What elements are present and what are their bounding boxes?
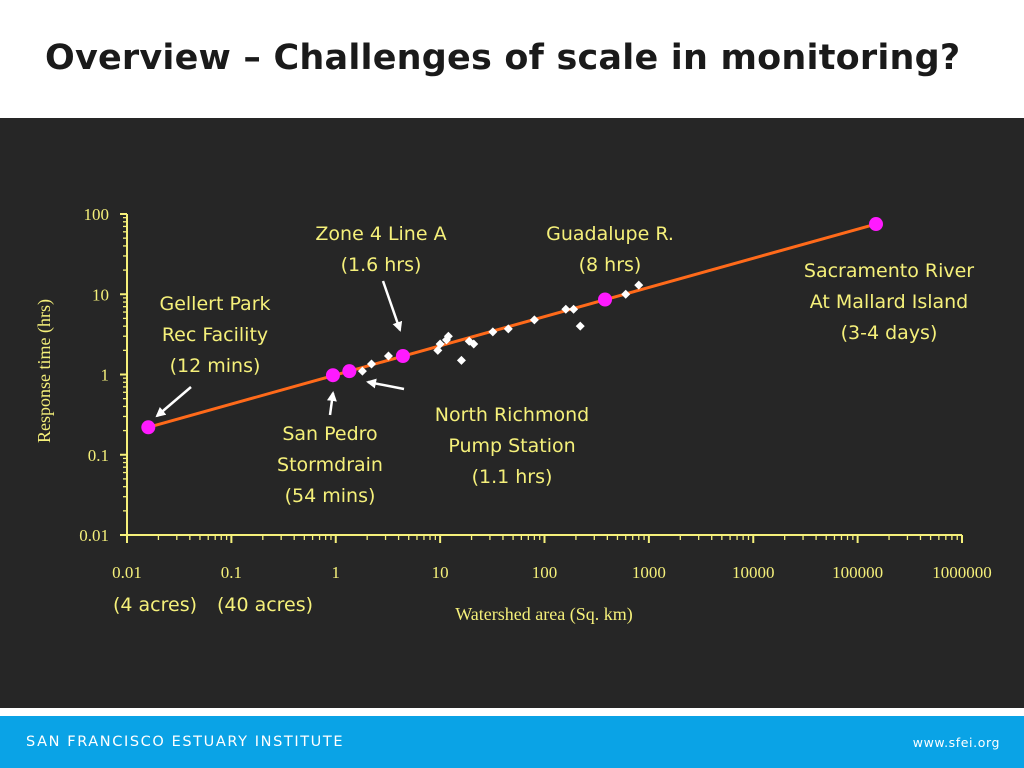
data-point-diamond xyxy=(561,304,571,314)
annotation-guadalupe-river-line: (8 hrs) xyxy=(579,254,642,276)
x-tick-label: 10 xyxy=(432,563,449,582)
data-point-diamond xyxy=(443,331,453,341)
data-point-diamond xyxy=(488,327,498,337)
data-point-circle xyxy=(342,364,357,379)
y-tick-label: 0.1 xyxy=(88,446,109,465)
y-tick-label: 10 xyxy=(92,285,109,304)
data-point-diamond xyxy=(456,355,466,365)
arrow-gellert-park xyxy=(155,386,192,418)
annotation-north-richmond-line: North Richmond xyxy=(435,404,589,426)
x-tick-label: 0.01 xyxy=(112,563,142,582)
data-point-diamond xyxy=(569,304,579,314)
annotation-gellert-park-line: Gellert Park xyxy=(159,293,270,315)
data-point-diamond xyxy=(357,366,367,376)
annotation-san-pedro-stormdrain-line: (54 mins) xyxy=(285,485,376,507)
y-axis-title: Response time (hrs) xyxy=(34,299,55,443)
x-axis-title: Watershed area (Sq. km) xyxy=(455,604,632,625)
arrow-san-pedro xyxy=(326,391,337,416)
annotation-gellert-park-line: (12 mins) xyxy=(170,355,261,377)
chart-panel xyxy=(0,118,1024,708)
data-point-diamond xyxy=(529,315,539,325)
data-point-diamond xyxy=(435,339,445,349)
data-point-circle xyxy=(869,217,884,232)
annotation-sacramento-river-line: At Mallard Island xyxy=(810,291,969,313)
fit-line xyxy=(147,222,877,429)
x-sublabel: (40 acres) xyxy=(217,594,313,616)
slide-title: Overview – Challenges of scale in monito… xyxy=(45,38,961,78)
annotation-guadalupe-river-line: Guadalupe R. xyxy=(546,223,674,245)
y-tick-label: 100 xyxy=(84,205,110,224)
x-tick-label: 1000 xyxy=(632,563,666,582)
annotation-sacramento-river-line: Sacramento River xyxy=(804,260,974,282)
data-point-diamond xyxy=(469,339,479,349)
annotation-north-richmond-line: Pump Station xyxy=(448,435,575,457)
x-sublabel: (4 acres) xyxy=(113,594,197,616)
data-point-circle xyxy=(395,349,410,364)
data-point-diamond xyxy=(366,359,376,369)
data-point-circle xyxy=(598,292,613,307)
annotation-zone-4-line-a-line: (1.6 hrs) xyxy=(341,254,422,276)
footer-website: www.sfei.org xyxy=(912,735,1000,750)
footer-organization: SAN FRANCISCO ESTUARY INSTITUTE xyxy=(26,734,345,750)
data-point-diamond xyxy=(575,321,585,331)
annotation-san-pedro-stormdrain-line: San Pedro xyxy=(282,423,377,445)
x-tick-label: 1000000 xyxy=(932,563,992,582)
x-tick-label: 1 xyxy=(332,563,341,582)
annotation-san-pedro-stormdrain-line: Stormdrain xyxy=(277,454,383,476)
x-tick-label: 100 xyxy=(532,563,558,582)
arrow-north-richmond xyxy=(366,378,405,391)
data-point-circle xyxy=(141,420,156,435)
y-tick-label: 0.01 xyxy=(79,526,109,545)
annotation-north-richmond-line: (1.1 hrs) xyxy=(472,466,553,488)
annotation-sacramento-river-line: (3-4 days) xyxy=(841,322,938,344)
x-tick-label: 0.1 xyxy=(221,563,242,582)
x-tick-label: 100000 xyxy=(832,563,883,582)
data-point-diamond xyxy=(503,324,513,334)
data-point-circle xyxy=(325,368,340,383)
annotation-gellert-park-line: Rec Facility xyxy=(162,324,268,346)
x-tick-label: 10000 xyxy=(732,563,775,582)
data-point-diamond xyxy=(383,351,393,361)
y-tick-label: 1 xyxy=(101,366,110,385)
data-point-diamond xyxy=(634,280,644,290)
arrow-zone-4-line-a xyxy=(381,280,403,332)
data-point-diamond xyxy=(621,289,631,299)
footer-bar xyxy=(0,716,1024,768)
annotation-zone-4-line-a-line: Zone 4 Line A xyxy=(315,223,446,245)
